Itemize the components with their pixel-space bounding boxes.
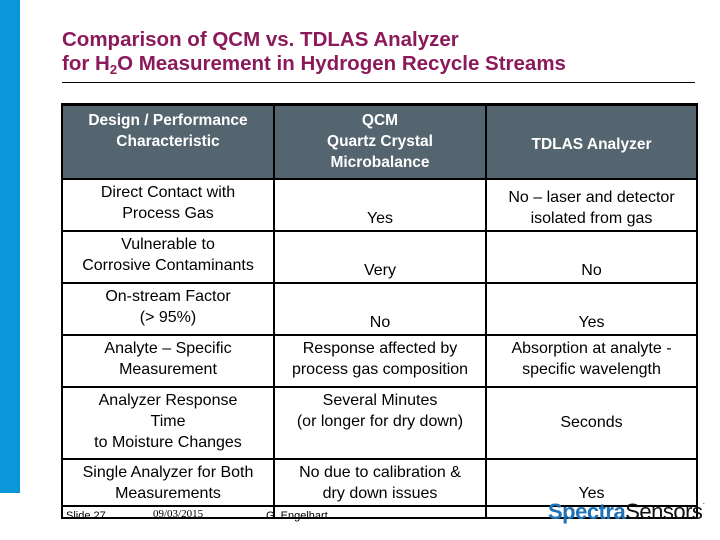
side-accent-bar (0, 0, 20, 493)
cell-tdlas: No (485, 230, 698, 284)
table-row: Vulnerable to Corrosive Contaminants Very… (61, 230, 698, 284)
header-qcm: QCM Quartz Crystal Microbalance (273, 103, 487, 180)
title-line-2: for H2O Measurement in Hydrogen Recycle … (62, 52, 566, 77)
slide-date: 09/03/2015 (153, 508, 204, 520)
cell-characteristic: On-stream Factor (> 95%) (61, 282, 275, 336)
comparison-table: Design / Performance Characteristic QCM … (61, 103, 698, 519)
spacer-cell (273, 505, 487, 519)
header-tdlas: TDLAS Analyzer (485, 103, 698, 180)
header-characteristic: Design / Performance Characteristic (61, 103, 275, 180)
title-underline (62, 82, 695, 83)
cell-tdlas: Yes (485, 282, 698, 336)
title-line-2-post: O Measurement in Hydrogen Recycle Stream… (117, 52, 566, 75)
slide-author: G. Engelhart (266, 510, 328, 522)
cell-characteristic: Analyzer Response Time to Moisture Changes (61, 386, 275, 460)
header-text: Design / Performance (88, 112, 248, 129)
table-row: Analyte – Specific Measurement Response a… (61, 334, 698, 388)
table-header-row: Design / Performance Characteristic QCM … (61, 103, 698, 180)
title-line-1: Comparison of QCM vs. TDLAS Analyzer (62, 28, 459, 51)
table-row: Single Analyzer for Both Measurements No … (61, 458, 698, 507)
spectrasensors-logo: SpectraSensors· (548, 499, 705, 525)
cell-qcm: Several Minutes (or longer for dry down) (273, 386, 487, 460)
header-text: QCM (361, 112, 399, 129)
cell-tdlas: Yes (485, 458, 698, 507)
header-text: Characteristic (116, 133, 220, 150)
title-subscript: 2 (109, 62, 118, 77)
cell-qcm: Yes (273, 178, 487, 232)
title-line-2-pre: for H (62, 52, 110, 75)
spacer-cell (485, 505, 698, 519)
cell-qcm: Response affected by process gas composit… (273, 334, 487, 388)
cell-characteristic: Analyte – Specific Measurement (61, 334, 275, 388)
table-row: Direct Contact with Process Gas Yes No – … (61, 178, 698, 232)
table-row: Analyzer Response Time to Moisture Changes… (61, 386, 698, 460)
table-spacer-row (61, 505, 698, 519)
cell-qcm: No (273, 282, 487, 336)
cell-tdlas: Absorption at analyte - specific waveleng… (485, 334, 698, 388)
logo-mark: · (702, 499, 705, 508)
header-text: TDLAS Analyzer (531, 135, 652, 153)
logo-part-1: Spectra (548, 499, 626, 524)
cell-tdlas: Seconds (485, 386, 698, 460)
slide-number: Slide 27 (66, 510, 106, 522)
cell-characteristic: Vulnerable to Corrosive Contaminants (61, 230, 275, 284)
cell-characteristic: Single Analyzer for Both Measurements (61, 458, 275, 507)
cell-tdlas: No – laser and detector isolated from gas (485, 178, 698, 232)
spacer-cell (61, 505, 275, 519)
table-row: On-stream Factor (> 95%) No Yes (61, 282, 698, 336)
header-text: Microbalance (330, 154, 430, 171)
logo-part-2: Sensors (625, 499, 703, 524)
cell-qcm: No due to calibration & dry down issues (273, 458, 487, 507)
cell-characteristic: Direct Contact with Process Gas (61, 178, 275, 232)
slide-title: Comparison of QCM vs. TDLAS Analyzer for… (62, 28, 566, 76)
cell-qcm: Very (273, 230, 487, 284)
header-text: Quartz Crystal (327, 133, 433, 150)
